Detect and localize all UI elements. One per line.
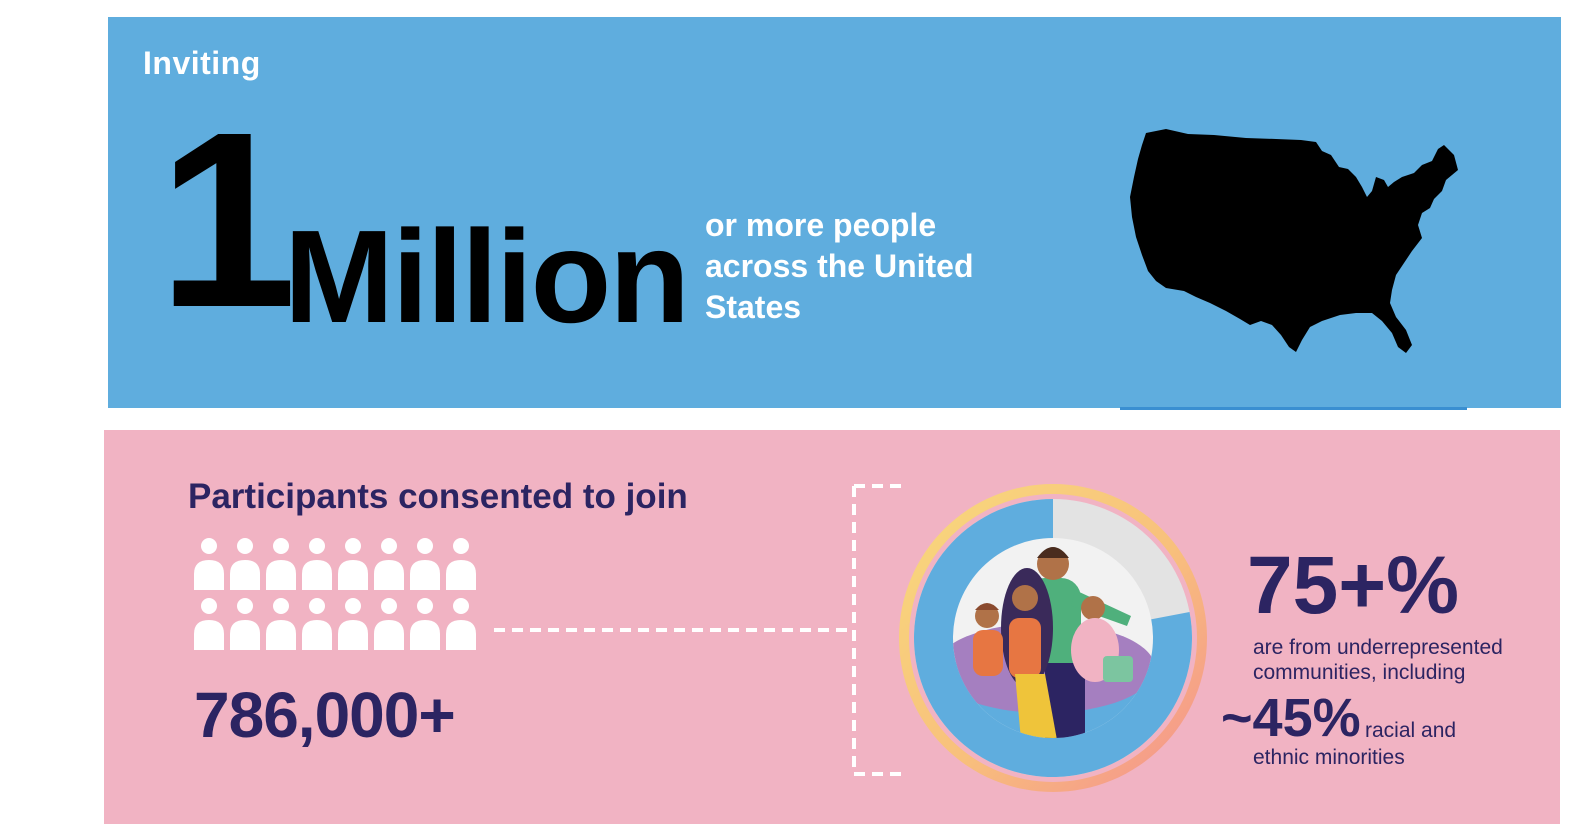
person-icon xyxy=(266,598,296,650)
minorities-description-line-1: racial and xyxy=(1365,719,1457,742)
million-label: Million xyxy=(284,203,690,350)
person-icon xyxy=(302,538,332,590)
underrepresented-description: are from underrepresented communities, i… xyxy=(1253,636,1503,684)
person-icon xyxy=(374,598,404,650)
person-icon xyxy=(302,598,332,650)
person-icon xyxy=(194,538,224,590)
accent-line xyxy=(1120,407,1467,410)
person-icon xyxy=(410,538,440,590)
reach-description: or more people across the United States xyxy=(705,207,974,325)
big-number: 1 xyxy=(158,80,297,359)
invitation-panel: Inviting 1 Million or more people across… xyxy=(108,17,1561,408)
person-icon xyxy=(374,538,404,590)
person-icon xyxy=(338,598,368,650)
family-illustration-icon xyxy=(953,547,1153,738)
inviting-label: Inviting xyxy=(143,45,261,81)
person-icon xyxy=(410,598,440,650)
person-icon xyxy=(338,538,368,590)
people-icon-grid xyxy=(194,538,476,650)
usa-map-icon xyxy=(1130,129,1458,353)
person-icon xyxy=(446,598,476,650)
consent-title: Participants consented to join xyxy=(188,477,688,516)
connector-lines xyxy=(494,484,902,776)
person-icon xyxy=(266,538,296,590)
minorities-description-line-2: ethnic minorities xyxy=(1253,746,1405,769)
consent-panel: Participants consented to join 786,000+ xyxy=(104,430,1560,824)
underrepresented-percentage: 75+% xyxy=(1247,540,1460,631)
participant-count: 786,000+ xyxy=(194,679,456,751)
person-icon xyxy=(230,538,260,590)
person-icon xyxy=(230,598,260,650)
person-icon xyxy=(446,538,476,590)
person-icon xyxy=(194,598,224,650)
minorities-percentage: ~45% xyxy=(1221,688,1361,748)
representation-donut xyxy=(899,484,1207,792)
